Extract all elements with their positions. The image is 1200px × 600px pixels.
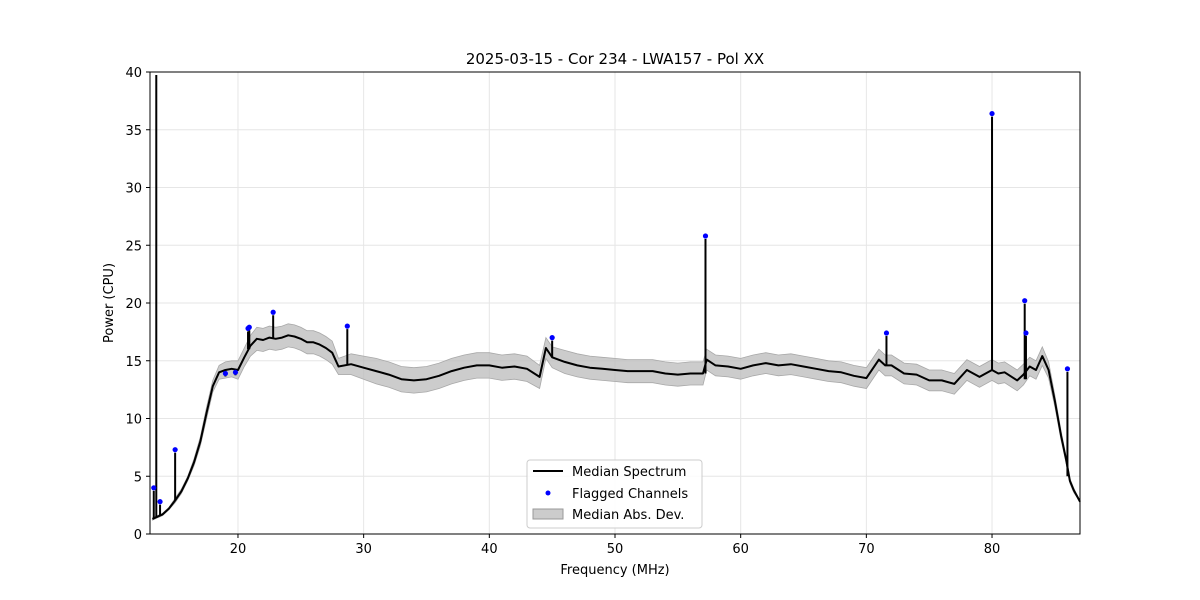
legend-band-swatch [532, 508, 564, 520]
y-axis-label: Power (CPU) [102, 263, 117, 343]
chart-title: 2025-03-15 - Cor 234 - LWA157 - Pol XX [466, 50, 764, 68]
flagged-point [1022, 298, 1028, 304]
y-tick-label: 5 [134, 470, 142, 485]
flagged-point [246, 324, 252, 330]
flagged-point [222, 370, 229, 377]
flagged-point [883, 330, 890, 336]
y-tick-label: 35 [125, 124, 142, 139]
y-tick-label: 30 [125, 182, 142, 197]
flagged-point [549, 335, 555, 341]
y-tick-label: 20 [125, 297, 142, 312]
y-tick-label: 10 [125, 413, 142, 428]
legend-point-swatch [545, 490, 551, 496]
flagged-point [1023, 330, 1029, 336]
x-axis: 20 30 40 50 60 70 80 [230, 534, 1001, 557]
x-tick-label: 30 [355, 542, 372, 557]
y-tick-label: 25 [125, 239, 142, 254]
flagged-point [157, 499, 163, 505]
legend-entry-median-spectrum: Median Spectrum [572, 465, 686, 480]
x-tick-label: 70 [858, 542, 875, 557]
legend-box [526, 459, 703, 529]
y-tick-label: 40 [125, 66, 142, 81]
spike-group [152, 75, 1069, 519]
flagged-point [172, 447, 178, 453]
flagged-points-group [151, 110, 1071, 505]
flagged-point [344, 323, 350, 329]
flagged-point [989, 110, 995, 117]
grid [150, 71, 1080, 535]
legend-entry-flagged-channels: Flagged Channels [572, 487, 688, 502]
median-spectrum-line [152, 334, 1081, 520]
y-tick-label: 0 [134, 528, 142, 543]
x-tick-label: 20 [230, 542, 247, 557]
median-line-group [152, 334, 1081, 520]
legend: Median Spectrum Flagged Channels Median … [526, 459, 703, 529]
flagged-point [270, 309, 276, 315]
flagged-point [702, 233, 709, 239]
x-tick-label: 60 [732, 542, 749, 557]
flagged-point [151, 485, 157, 491]
x-tick-label: 50 [607, 542, 624, 557]
y-tick-label: 15 [125, 355, 142, 370]
legend-entry-median-abs-dev: Median Abs. Dev. [572, 508, 684, 523]
x-tick-label: 40 [481, 542, 498, 557]
x-tick-label: 80 [984, 542, 1001, 557]
y-axis: 0 5 10 15 20 25 30 35 40 [125, 66, 150, 543]
x-axis-label: Frequency (MHz) [560, 563, 669, 578]
flagged-point [1064, 366, 1071, 372]
flagged-point [232, 369, 239, 375]
